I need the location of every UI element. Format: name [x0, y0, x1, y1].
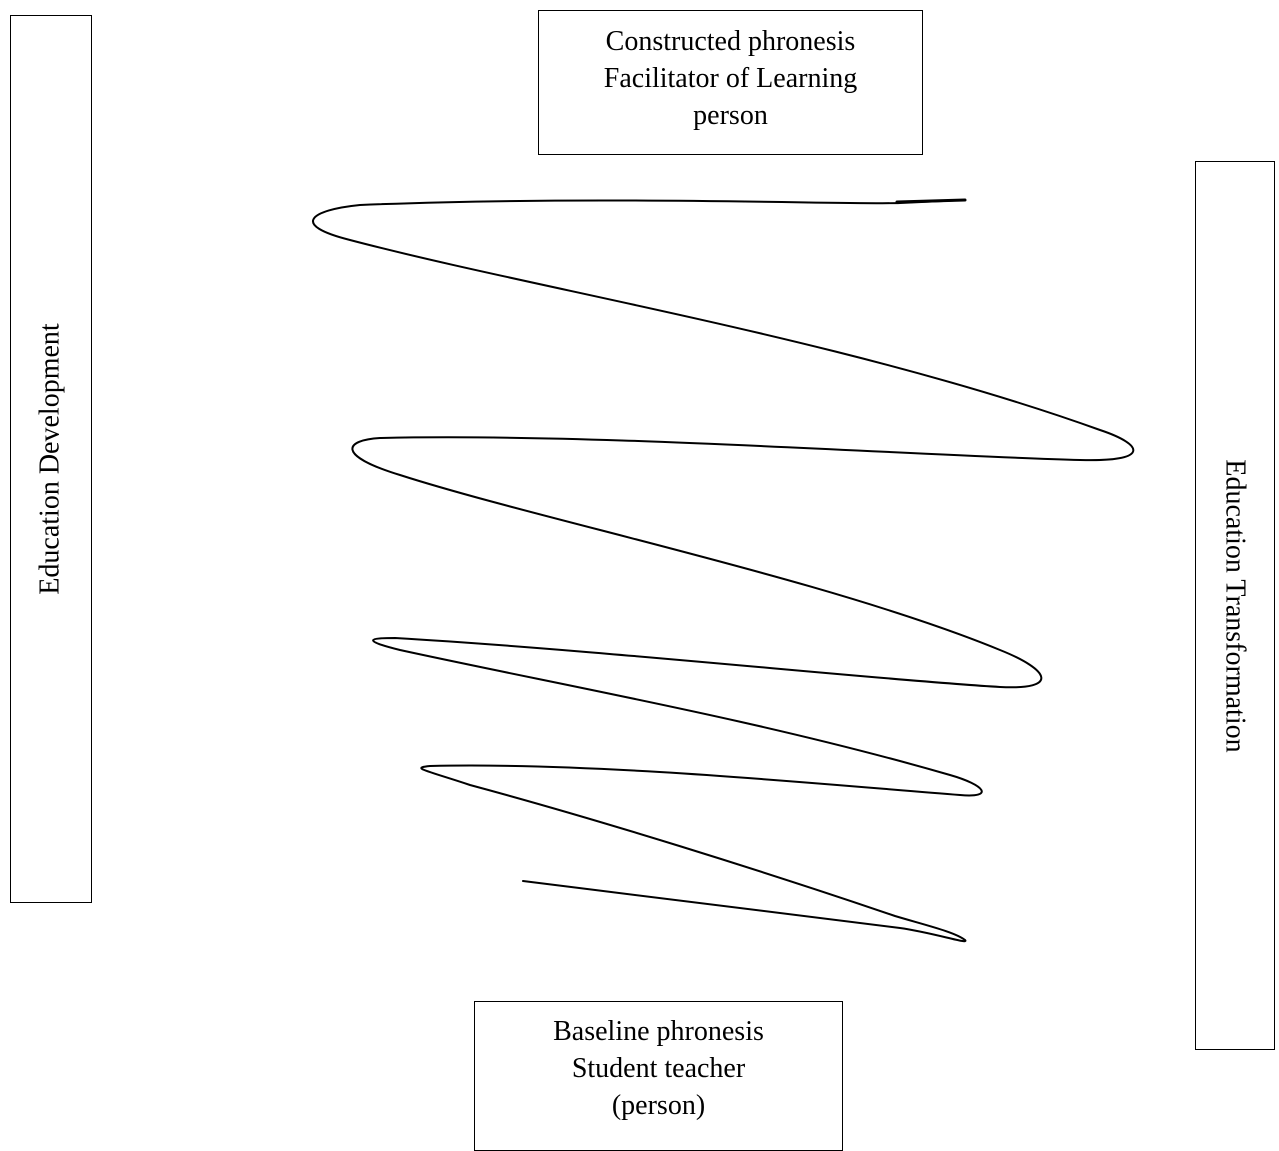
baseline-phronesis-box: Baseline phronesis Student teacher (pers…: [474, 1001, 843, 1151]
education-transformation-label: Education Transformation: [1220, 458, 1252, 753]
top-box-line-2: Facilitator of Learning: [603, 63, 858, 94]
education-transformation-box: Education Transformation: [1195, 161, 1275, 1050]
top-box-line-1: Constructed phronesis: [605, 26, 856, 57]
top-box-line-3: person: [693, 100, 768, 131]
education-development-label: Education Development: [35, 323, 67, 595]
education-development-box: Education Development: [10, 15, 92, 903]
bottom-box-line-1: Baseline phronesis: [553, 1016, 764, 1047]
spiral-end-stroke: [895, 198, 967, 204]
bottom-box-line-2: Student teacher: [571, 1053, 746, 1084]
constructed-phronesis-box: Constructed phronesis Facilitator of Lea…: [538, 10, 923, 155]
bottom-box-line-3: (person): [611, 1090, 706, 1121]
spiral-line: [312, 199, 1135, 943]
